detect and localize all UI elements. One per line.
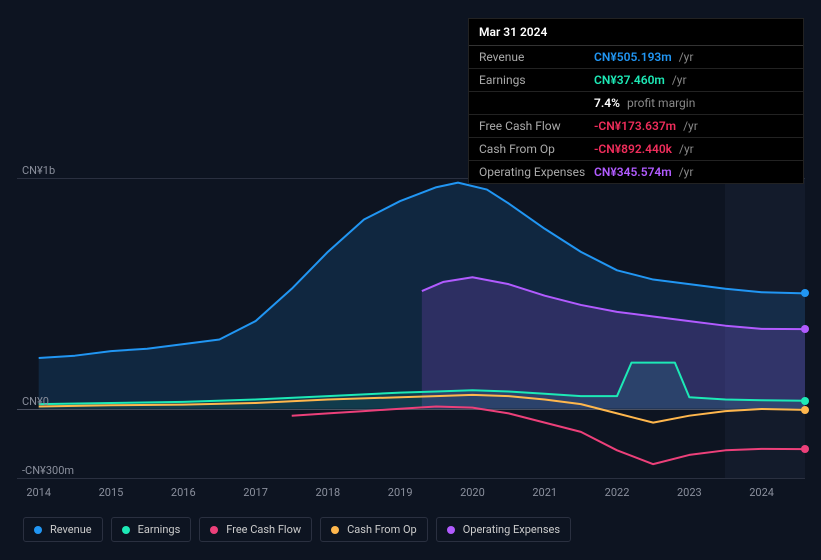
x-axis-label: 2020 xyxy=(460,486,485,499)
chart-tooltip: Mar 31 2024 RevenueCN¥505.193m /yrEarnin… xyxy=(468,18,804,184)
legend-item[interactable]: Cash From Op xyxy=(320,517,428,542)
legend-dot-icon xyxy=(447,526,455,534)
legend-label: Earnings xyxy=(138,523,181,536)
tooltip-metric-value: 7.4% profit margin xyxy=(594,96,695,110)
x-axis-label: 2015 xyxy=(99,486,124,499)
legend-label: Cash From Op xyxy=(347,523,417,536)
tooltip-metric-label: Revenue xyxy=(479,50,594,64)
x-axis-label: 2023 xyxy=(677,486,702,499)
x-axis-label: 2021 xyxy=(532,486,557,499)
tooltip-metric-value: CN¥37.460m /yr xyxy=(594,73,687,87)
x-axis-label: 2019 xyxy=(388,486,413,499)
tooltip-date: Mar 31 2024 xyxy=(469,19,803,46)
tooltip-metric-label: Operating Expenses xyxy=(479,165,594,179)
chart-plot-area xyxy=(17,178,805,478)
y-axis-label: CN¥1b xyxy=(22,164,55,177)
x-axis-label: 2016 xyxy=(171,486,196,499)
legend-item[interactable]: Free Cash Flow xyxy=(199,517,312,542)
legend-label: Free Cash Flow xyxy=(226,523,301,536)
x-axis-label: 2022 xyxy=(605,486,630,499)
tooltip-metric-label: Cash From Op xyxy=(479,142,594,156)
tooltip-row: Operating ExpensesCN¥345.574m /yr xyxy=(469,161,803,183)
tooltip-metric-value: CN¥505.193m /yr xyxy=(594,50,693,64)
tooltip-row: EarningsCN¥37.460m /yr xyxy=(469,69,803,92)
x-axis-label: 2018 xyxy=(315,486,340,499)
legend-item[interactable]: Revenue xyxy=(23,517,103,542)
tooltip-metric-value: -CN¥892.440k /yr xyxy=(594,142,694,156)
tooltip-metric-value: CN¥345.574m /yr xyxy=(594,165,693,179)
tooltip-row: Cash From Op-CN¥892.440k /yr xyxy=(469,138,803,161)
tooltip-metric-label: Earnings xyxy=(479,73,594,87)
legend-dot-icon xyxy=(34,526,42,534)
series-endpoint xyxy=(801,289,809,297)
gridline xyxy=(17,478,805,479)
legend-item[interactable]: Operating Expenses xyxy=(436,517,571,542)
x-axis-label: 2024 xyxy=(749,486,774,499)
legend-label: Operating Expenses xyxy=(463,523,560,536)
series-endpoint xyxy=(801,406,809,414)
series-endpoint xyxy=(801,397,809,405)
tooltip-row: RevenueCN¥505.193m /yr xyxy=(469,46,803,69)
tooltip-metric-label: Free Cash Flow xyxy=(479,119,594,133)
legend-label: Revenue xyxy=(50,523,92,536)
legend-dot-icon xyxy=(122,526,130,534)
chart-svg xyxy=(17,178,805,478)
legend-dot-icon xyxy=(210,526,218,534)
x-axis-label: 2017 xyxy=(243,486,268,499)
legend-item[interactable]: Earnings xyxy=(111,517,192,542)
tooltip-metric-label xyxy=(479,96,594,110)
y-axis-label: -CN¥300m xyxy=(22,464,74,477)
legend-dot-icon xyxy=(331,526,339,534)
series-endpoint xyxy=(801,445,809,453)
y-axis-label: CN¥0 xyxy=(22,395,49,408)
x-axis-label: 2014 xyxy=(26,486,51,499)
tooltip-row: 7.4% profit margin xyxy=(469,92,803,115)
series-endpoint xyxy=(801,325,809,333)
chart-legend: Revenue Earnings Free Cash Flow Cash From O… xyxy=(23,517,571,542)
tooltip-row: Free Cash Flow-CN¥173.637m /yr xyxy=(469,115,803,138)
tooltip-metric-value: -CN¥173.637m /yr xyxy=(594,119,698,133)
